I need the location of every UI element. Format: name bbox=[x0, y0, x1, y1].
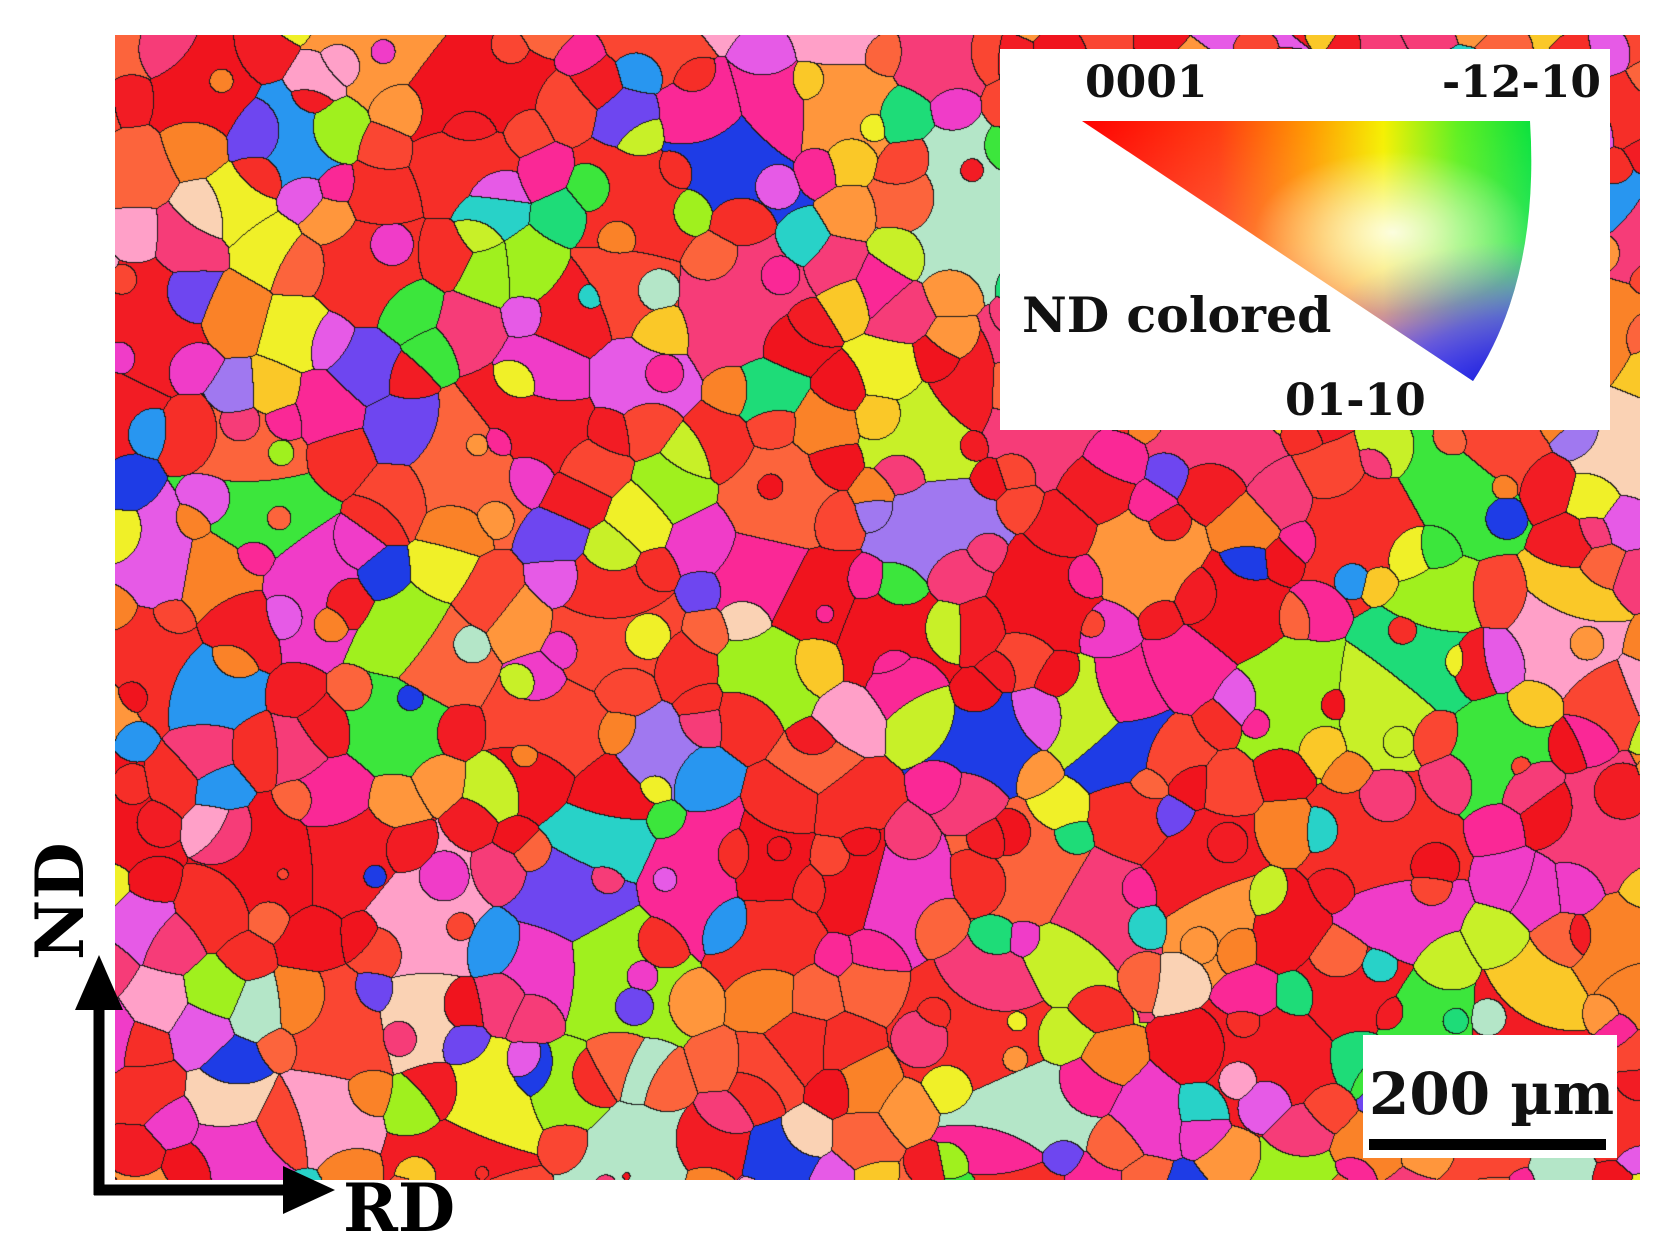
scale-bar-label: 200 µm bbox=[1369, 1060, 1615, 1128]
nd-axis-label: ND bbox=[21, 842, 99, 960]
ipf-triangle bbox=[1082, 121, 1532, 381]
rd-axis-label: RD bbox=[343, 1169, 456, 1247]
pole-label-0001: 0001 bbox=[1085, 57, 1208, 108]
ipf-legend-inset: 0001 -12-10 01-10 ND colored bbox=[1000, 49, 1610, 430]
scale-bar-box: 200 µm bbox=[1363, 1035, 1617, 1158]
pole-label-01-10: 01-10 bbox=[1285, 375, 1426, 426]
legend-title: ND colored bbox=[1022, 286, 1332, 344]
scale-bar bbox=[1369, 1139, 1606, 1150]
pole-label-12-10: -12-10 bbox=[1442, 57, 1601, 108]
